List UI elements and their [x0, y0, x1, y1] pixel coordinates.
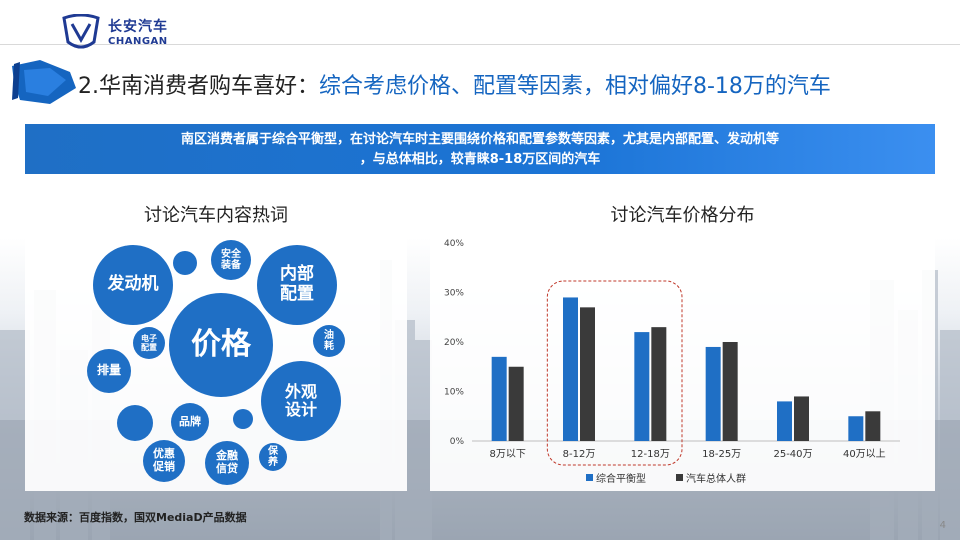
legend-swatch: [676, 474, 683, 481]
word-bubble-empty-2: [117, 405, 153, 441]
slide-title-highlight: 综合考虑价格、配置等因素，相对偏好8-18万的汽车: [319, 74, 831, 99]
changan-logo: 长安汽车 CHANGAN: [60, 14, 210, 50]
x-tick-label: 25-40万: [773, 449, 812, 460]
price-chart-panel: 讨论汽车价格分布 0% 10% 20% 30% 40% 8万以下 8-12万 12-18万 18…: [430, 195, 935, 491]
bar-overall: [580, 307, 595, 441]
word-bubble-promotion: 优惠 促销: [143, 440, 185, 482]
bar-balanced: [777, 401, 792, 441]
bar-overall: [508, 366, 524, 441]
brand-name-en: CHANGAN: [108, 36, 168, 47]
legend-label: 综合平衡型: [596, 472, 646, 485]
chart-title: 讨论汽车价格分布: [610, 205, 755, 226]
y-tick-label: 10%: [444, 388, 464, 398]
bar-balanced: [491, 356, 507, 441]
wordcloud-panel: 讨论汽车内容热词 价格 发动机 内部 配置 安全 装备 外观 设计 油 耗 电子…: [25, 195, 407, 491]
page-number: 4: [939, 520, 946, 531]
legend-swatch: [586, 474, 593, 481]
word-bubble-price: 价格: [169, 293, 273, 397]
word-bubble-engine: 发动机: [93, 245, 173, 325]
highlight-box: [546, 280, 683, 466]
y-tick-label: 40%: [444, 239, 464, 249]
word-bubble-fuel: 油 耗: [313, 325, 345, 357]
header-divider: [0, 44, 960, 45]
word-bubble-interior: 内部 配置: [257, 245, 337, 325]
bar-balanced: [848, 416, 864, 441]
word-bubble-electronics: 电子 配置: [133, 327, 165, 359]
y-tick-label: 0%: [450, 437, 465, 447]
bar-overall: [865, 411, 881, 441]
bar-balanced: [563, 297, 578, 441]
word-bubble-safety: 安全 装备: [211, 240, 251, 280]
slide-title: 2.华南消费者购车喜好：综合考虑价格、配置等因素，相对偏好8-18万的汽车: [78, 68, 831, 100]
blue-flag-icon: [12, 60, 76, 104]
x-tick-label: 12-18万: [631, 449, 670, 460]
price-distribution-chart: 0% 10% 20% 30% 40% 8万以下 8-12万 12-18万 18-25万 25-40…: [444, 239, 900, 485]
word-bubble-empty-1: [173, 251, 197, 275]
changan-emblem-icon: [62, 14, 100, 49]
y-tick-label: 30%: [444, 289, 464, 299]
brand-name-cn: 长安汽车: [108, 19, 168, 35]
summary-line-2: ，与总体相比，较青睐8-18万区间的汽车: [359, 152, 601, 167]
legend-label: 汽车总体人群: [686, 472, 746, 485]
slide-title-prefix: 2.华南消费者购车喜好：: [78, 74, 319, 99]
word-bubble-empty-3: [233, 409, 253, 429]
bar-overall: [651, 327, 667, 441]
word-bubble-displacement: 排量: [87, 349, 131, 393]
word-bubble-maintenance: 保 养: [259, 443, 287, 471]
summary-line-1: 南区消费者属于综合平衡型，在讨论汽车时主要围绕价格和配置参数等因素，尤其是内部配…: [180, 132, 779, 147]
word-bubble-finance: 金融 信贷: [205, 441, 249, 485]
x-tick-label: 8-12万: [563, 449, 596, 460]
bar-overall: [794, 396, 809, 441]
data-source-note: 数据来源：百度指数，国双MediaD产品数据: [24, 511, 247, 524]
y-tick-label: 20%: [444, 338, 464, 348]
bar-balanced: [705, 346, 721, 441]
word-bubble-brand: 品牌: [171, 403, 209, 441]
word-bubble-exterior: 外观 设计: [261, 361, 341, 441]
x-tick-label: 40万以上: [843, 448, 886, 460]
x-tick-label: 18-25万: [702, 449, 741, 460]
bar-balanced: [634, 332, 650, 441]
summary-banner: 南区消费者属于综合平衡型，在讨论汽车时主要围绕价格和配置参数等因素，尤其是内部配…: [25, 124, 935, 174]
bar-overall: [722, 342, 738, 441]
wordcloud-title: 讨论汽车内容热词: [144, 205, 288, 226]
x-tick-label: 8万以下: [489, 449, 525, 460]
